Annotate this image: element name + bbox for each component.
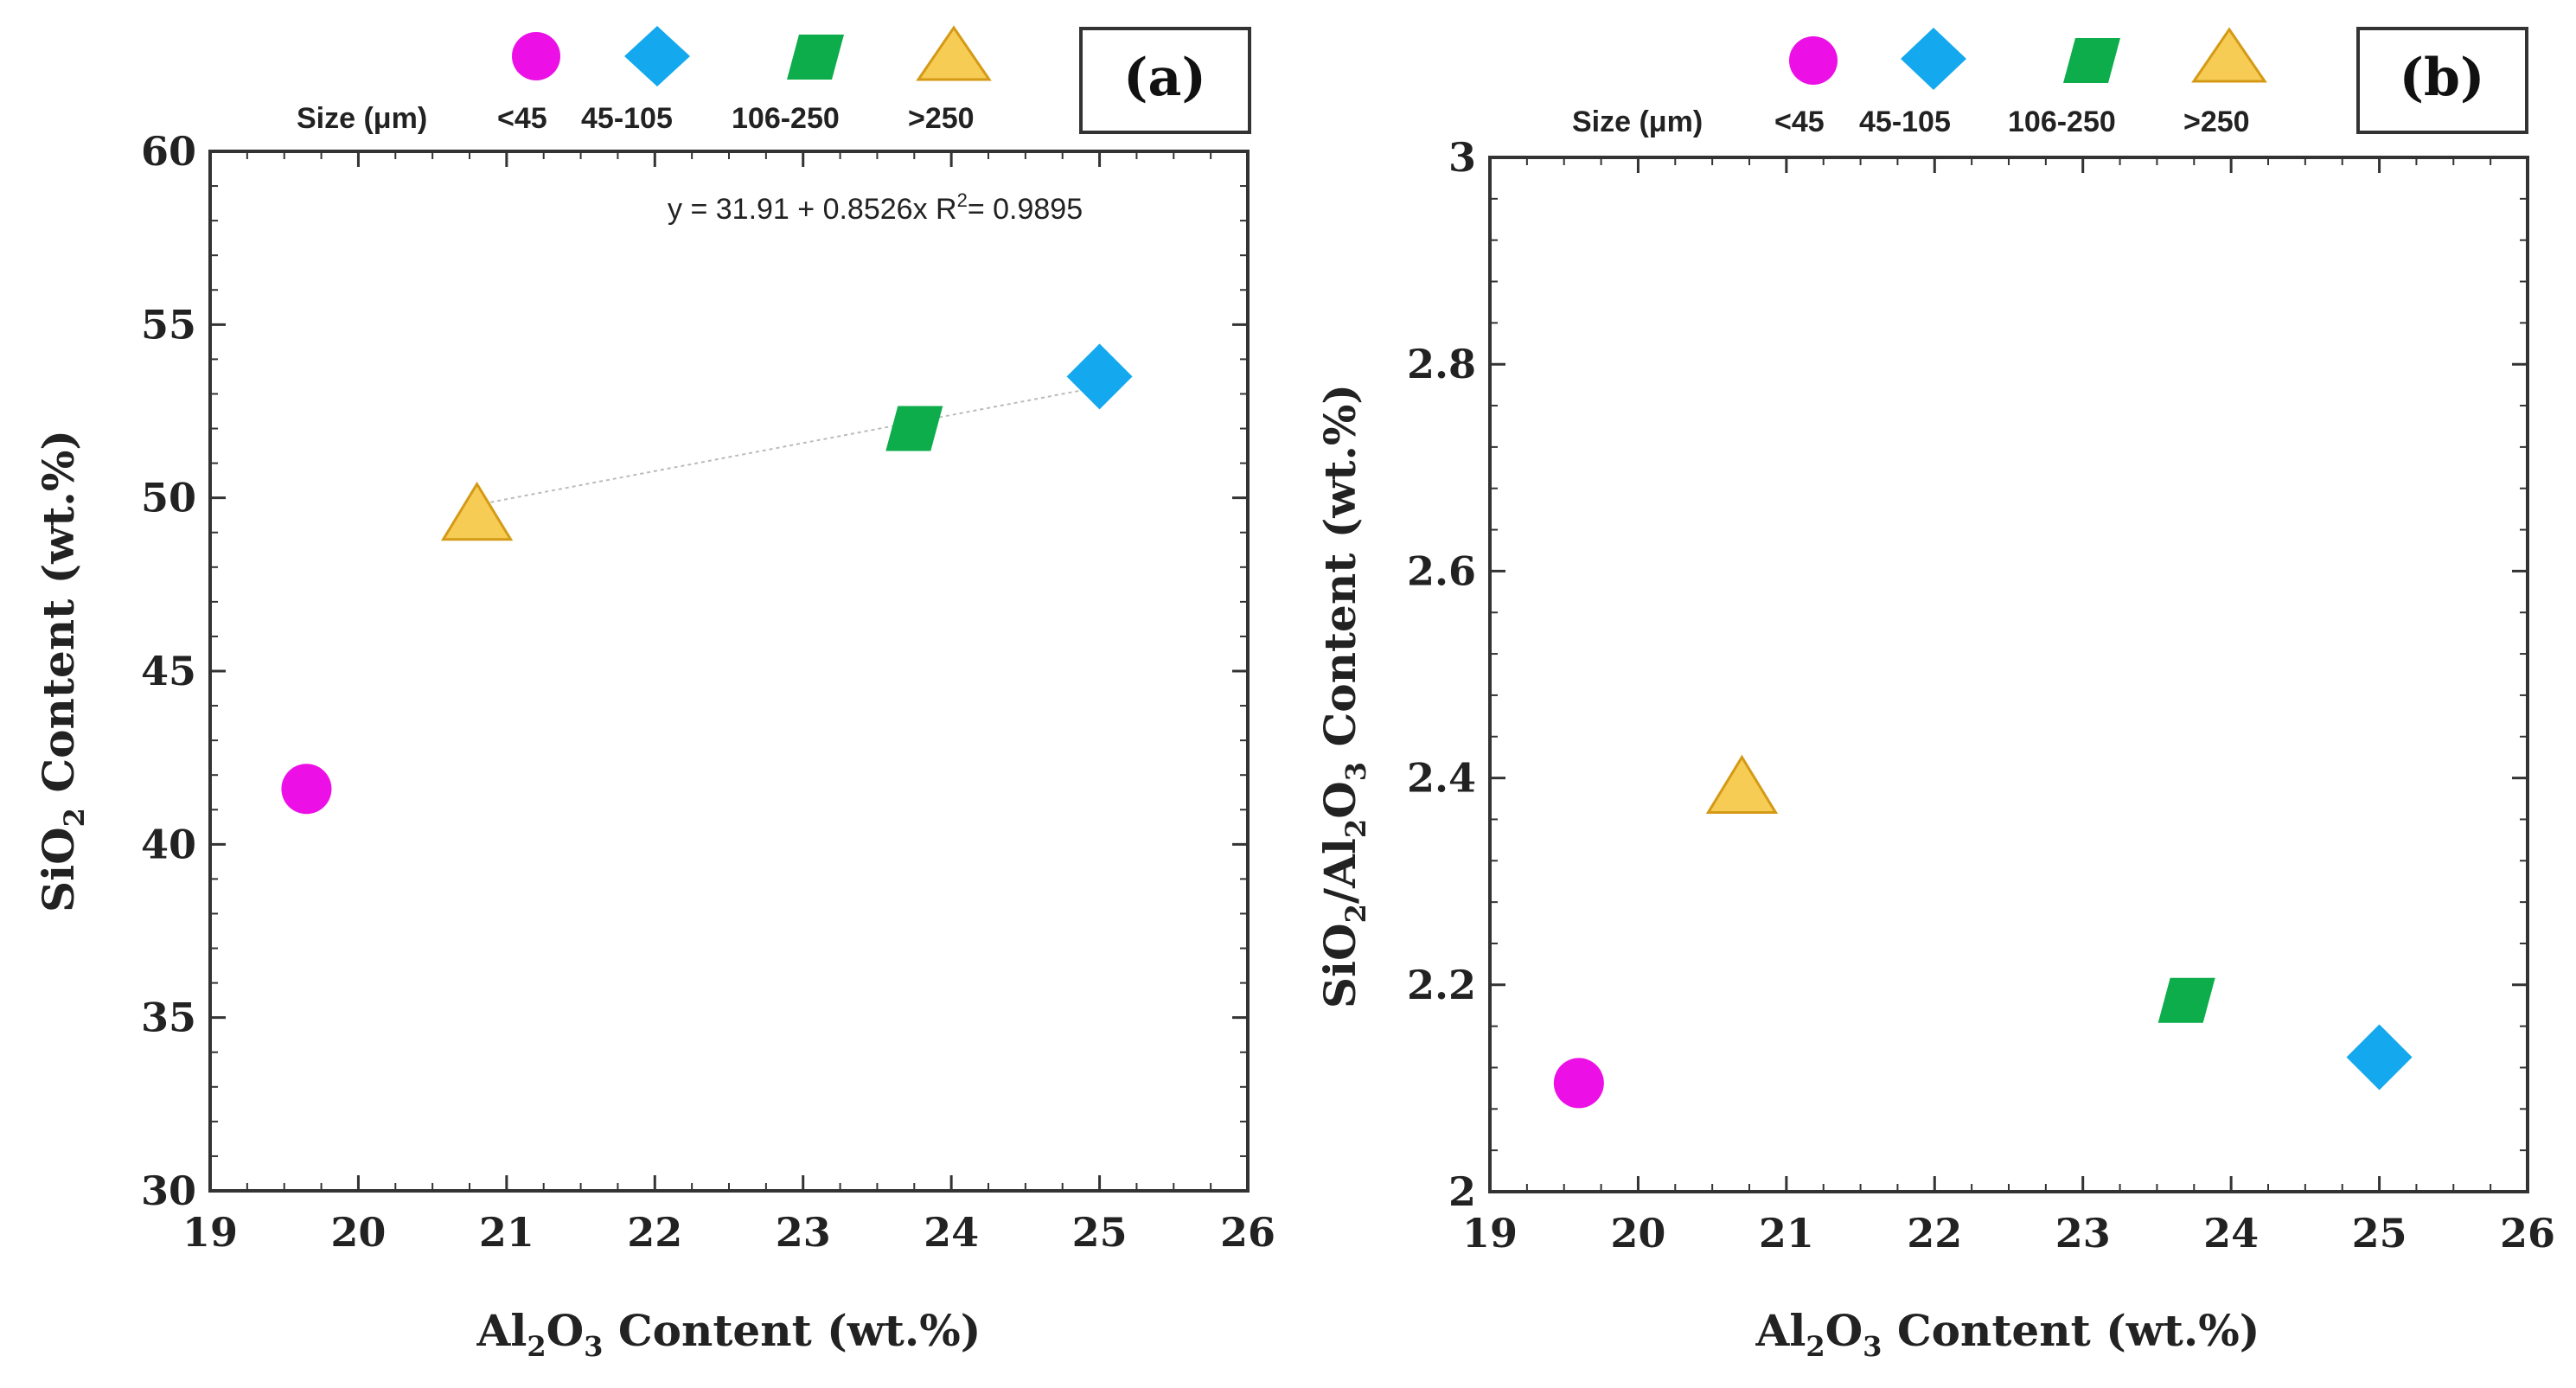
regression-equation: y = 31.91 + 0.8526x R2= 0.9895: [668, 189, 1083, 226]
y-axis-title-b: SiO2/Al2O3 Content (wt.%): [1314, 384, 1372, 1008]
x-tick-label: 21: [479, 1209, 534, 1256]
legend-marker-circle: [1789, 36, 1838, 85]
equation-sup: 2: [957, 189, 968, 211]
x-tick-label: 24: [2203, 1210, 2259, 1257]
y-tick-label: 2.6: [1407, 547, 1476, 594]
panel-label: (a): [1123, 48, 1206, 108]
x-tick-label: 19: [182, 1209, 238, 1256]
tick-marks-a: [208, 150, 1250, 1193]
legend-label: >250: [2183, 106, 2250, 138]
legend-label: <45: [497, 102, 547, 135]
panel-label: (b): [2400, 48, 2485, 108]
y-axis-title-a: SiO2 Content (wt.%): [33, 430, 91, 912]
y-tick-labels-b: 2 2.2 2.4 2.6 2.8 3: [1407, 134, 1476, 1215]
y-tick-label: 40: [141, 821, 196, 867]
legend-label: <45: [1774, 106, 1825, 138]
y-tick-label: 2.8: [1407, 341, 1476, 387]
panel-a: Size (μm) <45 45-105 106-250 >250 (a) 19…: [33, 25, 1275, 1363]
legend-label: >250: [908, 102, 975, 135]
y-tick-label: 2: [1448, 1168, 1476, 1215]
x-tick-label: 23: [2055, 1210, 2111, 1257]
legend-title: Size (μm): [297, 102, 427, 135]
panel-label-box: [1079, 27, 1251, 134]
data-point-circle: [281, 764, 332, 815]
legend-label: 106-250: [732, 102, 840, 135]
y-tick-label: 55: [141, 301, 196, 348]
x-tick-label: 22: [1907, 1210, 1962, 1257]
x-tick-label: 26: [2500, 1210, 2555, 1257]
data-points-a: [281, 343, 1133, 815]
equation-main: y = 31.91 + 0.8526x R: [668, 193, 957, 226]
data-point-triangle: [440, 481, 514, 541]
data-point-parallelogram: [885, 406, 943, 451]
x-axis-title-a: Al2O3 Content (wt.%): [476, 1305, 981, 1363]
legend-b: Size (μm) <45 45-105 106-250 >250: [1572, 27, 2267, 138]
data-point-circle: [1553, 1058, 1604, 1109]
legend-label: 45-105: [1859, 106, 1951, 138]
trendline-group-a: [476, 386, 1100, 506]
legend-a: Size (μm) <45 45-105 106-250 >250: [297, 25, 992, 135]
legend-marker-triangle: [2191, 27, 2267, 83]
x-tick-label: 24: [924, 1209, 979, 1256]
x-tick-label: 22: [627, 1209, 682, 1256]
legend-marker-triangle: [916, 25, 992, 81]
x-tick-labels-a: 19 20 21 22 23 24 25 26: [182, 1209, 1275, 1256]
y-tick-label: 45: [141, 648, 196, 694]
y-tick-label: 60: [141, 128, 196, 175]
y-tick-label: 3: [1448, 134, 1476, 181]
data-points-b: [1553, 754, 2413, 1109]
y-tick-label: 2.2: [1407, 962, 1476, 1008]
x-tick-labels-b: 19 20 21 22 23 24 25 26: [1462, 1210, 2555, 1257]
x-tick-label: 20: [330, 1209, 386, 1256]
y-tick-label: 50: [141, 475, 196, 521]
x-tick-label: 26: [1220, 1209, 1275, 1256]
x-tick-label: 23: [776, 1209, 831, 1256]
y-tick-label: 30: [141, 1167, 196, 1214]
legend-marker-circle: [512, 32, 560, 80]
legend-marker-diamond: [624, 26, 690, 86]
tick-marks-b: [1488, 156, 2529, 1193]
data-point-triangle: [1705, 754, 1779, 815]
x-axis-title-b: Al2O3 Content (wt.%): [1755, 1305, 2260, 1363]
equation-tail: = 0.9895: [968, 193, 1083, 226]
plot-area-a: [208, 150, 1250, 1193]
data-point-diamond: [2346, 1024, 2413, 1091]
x-tick-label: 25: [2352, 1210, 2407, 1257]
panel-label-box: [2356, 27, 2528, 134]
y-tick-label: 2.4: [1407, 755, 1476, 802]
x-tick-label: 19: [1462, 1210, 1518, 1257]
legend-marker-parallelogram: [2063, 38, 2120, 83]
trendline: [476, 386, 1100, 506]
y-tick-labels-a: 30 35 40 45 50 55 60: [141, 128, 196, 1214]
x-tick-label: 21: [1759, 1210, 1814, 1257]
data-point-parallelogram: [2157, 977, 2215, 1023]
legend-marker-parallelogram: [787, 35, 844, 80]
x-tick-label: 25: [1072, 1209, 1128, 1256]
x-tick-label: 20: [1610, 1210, 1665, 1257]
data-point-diamond: [1066, 343, 1133, 410]
y-tick-label: 35: [141, 995, 196, 1041]
legend-label: 45-105: [581, 102, 673, 135]
legend-label: 106-250: [2008, 106, 2116, 138]
panel-b: Size (μm) <45 45-105 106-250 >250 (b) 19…: [1314, 27, 2555, 1363]
legend-marker-diamond: [1901, 28, 1966, 90]
legend-title: Size (μm): [1572, 106, 1703, 138]
